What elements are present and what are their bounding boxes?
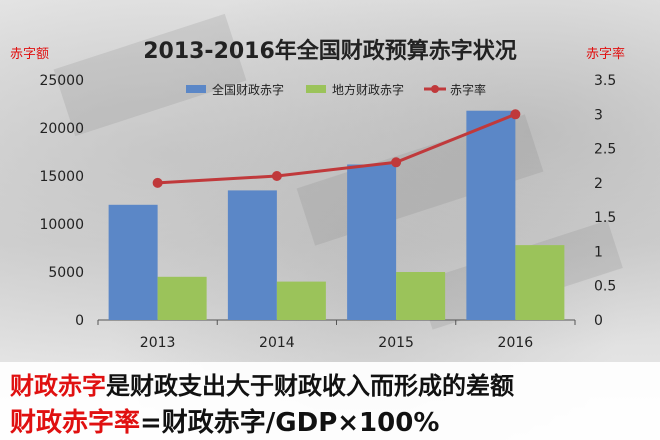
- legend-swatch: [186, 85, 206, 93]
- bar-national-deficit: [347, 164, 397, 320]
- deficit-chart: 2013-2016年全国财政预算赤字状况 赤字额 赤字率 全国财政赤字 地方财政赤…: [10, 38, 625, 351]
- bar-local-deficit: [396, 272, 446, 320]
- y-axis-label: 赤字额: [10, 47, 49, 62]
- y2-tick-label: 3: [594, 107, 603, 123]
- y-tick-label: 20000: [39, 121, 84, 137]
- y2-axis-label: 赤字率: [586, 46, 625, 62]
- term-deficit: 财政赤字: [10, 372, 106, 400]
- bar-local-deficit: [515, 245, 565, 320]
- y-tick-label: 25000: [39, 73, 84, 89]
- y-tick-label: 10000: [39, 217, 84, 233]
- definition-deficit: 财政赤字是财政支出大于财政收入而形成的差额: [10, 366, 514, 401]
- x-tick-label: 2016: [498, 335, 534, 351]
- line-deficit-rate: [157, 112, 516, 185]
- y2-tick-label: 1.5: [594, 210, 616, 226]
- legend-label: 赤字率: [450, 82, 486, 97]
- plot-area: 0 5000 10000 15000 20000 25000 0 0.5 1 1.5 2 2.5 3 3.…: [39, 73, 616, 351]
- x-tick-label: 2015: [378, 335, 414, 351]
- definition-deficit-text: 是财政支出大于财政收入而形成的差额: [106, 372, 514, 400]
- term-deficit-rate: 财政赤字率: [10, 408, 141, 438]
- footer-panel: [0, 362, 660, 440]
- point-deficit-rate: [391, 157, 402, 168]
- y-tick-label: 5000: [48, 265, 84, 281]
- y2-tick-label: 0: [594, 313, 603, 329]
- y2-tick-label: 3.5: [594, 73, 616, 89]
- y2-tick-label: 2.5: [594, 142, 616, 158]
- chart-title: 2013-2016年全国财政预算赤字状况: [143, 38, 517, 64]
- point-deficit-rate: [271, 171, 282, 181]
- y2-tick-label: 2: [594, 176, 603, 192]
- y2-tick-label: 1: [594, 244, 603, 260]
- bar-national-deficit: [466, 110, 516, 320]
- bar-national-deficit: [227, 190, 277, 320]
- bar-local-deficit: [276, 281, 326, 320]
- definition-deficit-rate: 财政赤字率=财政赤字/GDP×100%: [10, 402, 439, 439]
- definition-deficit-rate-text: =财政赤字/GDP×100%: [140, 408, 440, 438]
- bar-local-deficit: [157, 276, 207, 320]
- point-deficit-rate: [510, 109, 521, 120]
- y-tick-label: 15000: [39, 169, 84, 185]
- legend-label: 全国财政赤字: [212, 82, 284, 97]
- y-tick-label: 0: [75, 313, 84, 329]
- x-tick-label: 2014: [259, 335, 295, 351]
- point-deficit-rate: [152, 177, 163, 188]
- bar-national-deficit: [108, 204, 158, 320]
- x-tick-label: 2013: [140, 335, 176, 351]
- legend: 全国财政赤字 地方财政赤字 赤字率: [186, 82, 486, 97]
- legend-swatch-marker: [431, 85, 439, 93]
- legend-label: 地方财政赤字: [332, 82, 404, 97]
- y2-tick-label: 0.5: [594, 279, 616, 295]
- legend-swatch: [306, 85, 326, 93]
